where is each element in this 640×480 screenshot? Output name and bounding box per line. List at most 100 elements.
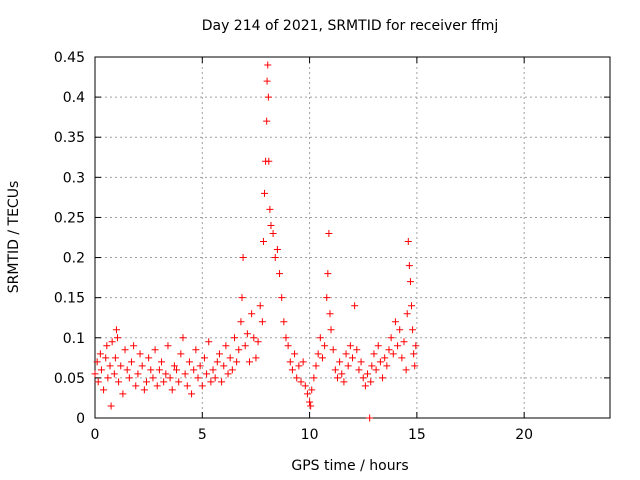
- data-point: [301, 382, 309, 390]
- data-point: [130, 342, 138, 350]
- data-point: [203, 370, 211, 378]
- data-point: [115, 378, 123, 386]
- data-point: [239, 254, 247, 262]
- data-point: [173, 366, 181, 374]
- data-point: [267, 221, 275, 229]
- data-point: [412, 342, 420, 350]
- data-point: [132, 382, 140, 390]
- data-point: [192, 346, 200, 354]
- data-point: [383, 362, 391, 370]
- axes: [94, 56, 611, 419]
- data-point: [286, 358, 294, 366]
- data-point: [112, 326, 120, 334]
- data-point: [266, 205, 274, 213]
- data-point: [151, 346, 159, 354]
- data-point: [168, 386, 176, 394]
- data-point: [318, 354, 326, 362]
- data-point: [241, 342, 249, 350]
- data-point: [278, 294, 286, 302]
- data-point: [269, 229, 277, 237]
- data-point: [218, 378, 226, 386]
- data-point: [306, 398, 314, 406]
- data-point: [411, 362, 419, 370]
- data-point: [104, 374, 112, 382]
- data-point: [258, 318, 266, 326]
- data-point: [121, 346, 129, 354]
- data-point: [127, 358, 135, 366]
- data-point: [342, 350, 350, 358]
- y-tick-label: 0.25: [54, 210, 85, 226]
- data-point: [403, 310, 411, 318]
- data-point: [282, 334, 290, 342]
- data-point: [220, 362, 228, 370]
- data-point: [340, 378, 348, 386]
- data-point: [233, 358, 241, 366]
- data-point: [238, 294, 246, 302]
- data-point: [94, 378, 102, 386]
- data-point: [248, 310, 256, 318]
- data-point: [256, 302, 264, 310]
- data-point: [299, 358, 307, 366]
- data-point: [308, 386, 316, 394]
- data-point: [114, 334, 122, 342]
- data-point: [143, 378, 150, 386]
- data-point: [183, 382, 191, 390]
- data-point: [400, 338, 408, 346]
- data-point: [103, 342, 111, 350]
- data-point: [273, 246, 281, 254]
- y-tick-label: 0.2: [63, 251, 85, 267]
- data-point: [252, 354, 260, 362]
- data-point: [370, 350, 378, 358]
- data-point: [228, 366, 236, 374]
- x-tick-label: 10: [301, 427, 319, 443]
- data-point: [147, 366, 155, 374]
- data-point: [307, 402, 315, 410]
- data-point: [100, 386, 108, 394]
- y-tick-label: 0.15: [54, 291, 85, 307]
- data-points: [91, 61, 420, 422]
- data-point: [353, 346, 361, 354]
- data-point: [366, 414, 374, 422]
- data-point: [96, 350, 104, 358]
- data-point: [205, 338, 213, 346]
- data-point: [177, 350, 185, 358]
- data-point: [367, 378, 375, 386]
- data-point: [310, 374, 318, 382]
- data-point: [145, 354, 153, 362]
- data-point: [276, 270, 284, 278]
- x-axis-label: GPS time / hours: [291, 458, 408, 474]
- data-point: [402, 366, 410, 374]
- data-point: [107, 402, 115, 410]
- data-point: [291, 350, 299, 358]
- tick-labels: 0 0.05 0.1 0.15 0.2 0.25 0.3 0.35 0.4 0.45 0 5 10 15 2…: [54, 50, 533, 443]
- data-point: [91, 370, 99, 378]
- y-tick-label: 0.1: [63, 331, 85, 347]
- data-point: [188, 390, 196, 398]
- data-point: [326, 310, 334, 318]
- data-point: [123, 366, 131, 374]
- data-point: [108, 338, 116, 346]
- data-point: [396, 326, 404, 334]
- data-point: [166, 374, 174, 382]
- plot-frame: [94, 56, 611, 419]
- data-point: [394, 342, 402, 350]
- data-point: [250, 334, 258, 342]
- data-point: [160, 378, 168, 386]
- data-point: [351, 302, 359, 310]
- data-point: [263, 117, 271, 125]
- data-point: [264, 93, 272, 101]
- data-point: [391, 318, 399, 326]
- y-tick-label: 0.05: [54, 371, 85, 387]
- data-point: [325, 229, 333, 237]
- data-point: [329, 346, 337, 354]
- data-point: [349, 354, 356, 362]
- data-point: [374, 342, 382, 350]
- data-point: [312, 362, 320, 370]
- data-point: [207, 378, 215, 386]
- data-point: [271, 254, 279, 262]
- data-point: [280, 318, 288, 326]
- data-point: [136, 350, 144, 358]
- data-point: [243, 330, 251, 338]
- data-point: [246, 358, 253, 366]
